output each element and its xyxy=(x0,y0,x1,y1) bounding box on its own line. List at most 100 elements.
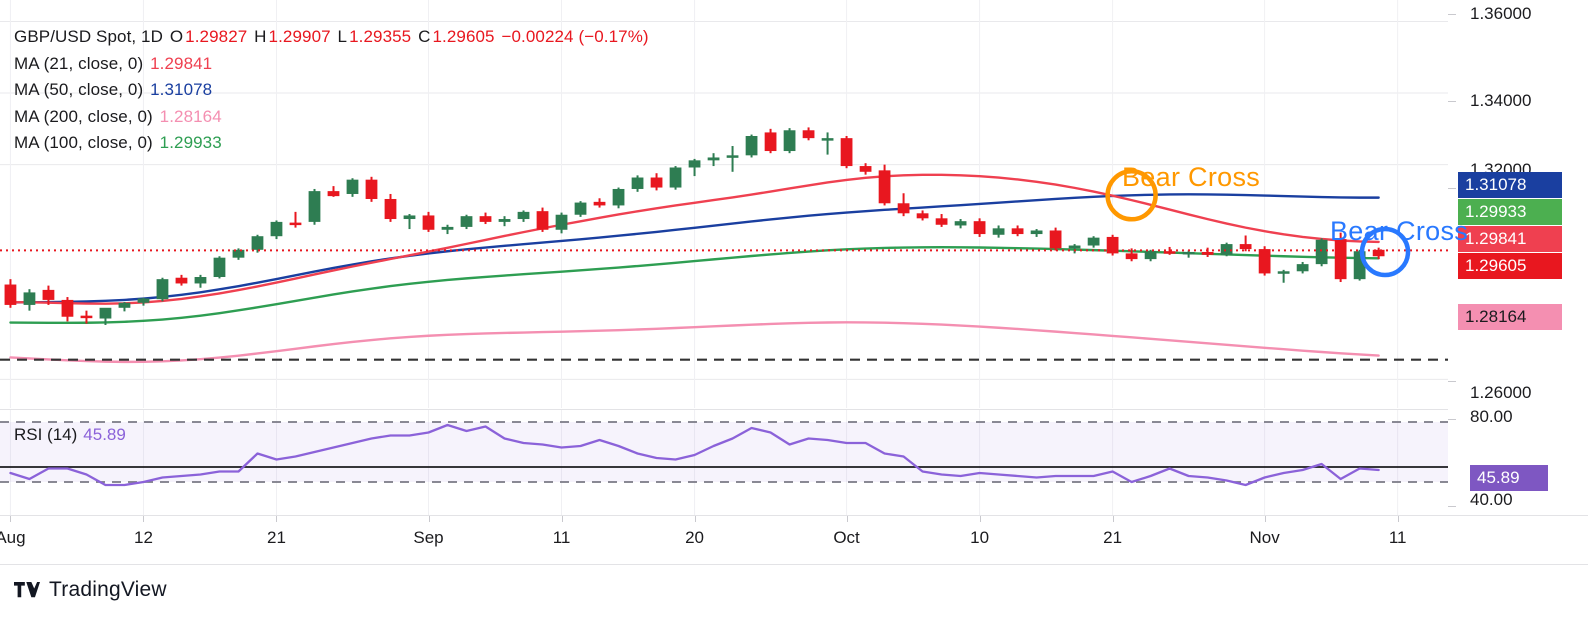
candle-body xyxy=(1220,244,1233,255)
candle-body xyxy=(1182,251,1195,255)
candle-body xyxy=(840,138,853,167)
candle-body xyxy=(859,166,872,172)
candle-body xyxy=(1163,251,1176,254)
legend-ma200-row[interactable]: MA (200, close, 0) 1.28164 xyxy=(14,104,651,131)
price-scale-axis[interactable]: 1.36000 1.34000 1.32000 1.26000 80.00 40… xyxy=(1448,0,1588,564)
ma100-price-badge[interactable]: 1.29933 xyxy=(1458,199,1562,225)
time-axis-tickmark xyxy=(1397,516,1399,522)
candle-body xyxy=(669,167,682,188)
rsi-value-badge[interactable]: 45.89 xyxy=(1470,465,1548,491)
axis-tickmark xyxy=(1448,506,1456,507)
candle-body xyxy=(403,215,416,220)
time-axis-tickmark xyxy=(694,516,696,522)
candle-body xyxy=(1087,237,1100,246)
pane-divider xyxy=(0,409,1588,410)
candle-body xyxy=(992,228,1005,235)
candle-body xyxy=(42,289,55,300)
candle-body xyxy=(916,213,929,219)
legend-ohlc-row[interactable]: GBP/USD Spot, 1D O 1.29827 H 1.29907 L 1.29… xyxy=(14,24,651,51)
tradingview-wordmark: TradingView xyxy=(49,578,167,601)
time-axis-label-sep: Sep xyxy=(413,528,444,547)
candle-body xyxy=(1068,245,1081,249)
ma-line-200 xyxy=(9,321,1380,364)
legend-ma200-label: MA (200, close, 0) xyxy=(14,106,153,126)
candle-body xyxy=(688,160,701,168)
time-axis-tickmark xyxy=(979,516,981,522)
candle-body xyxy=(4,284,17,305)
time-axis-label-21: 21 xyxy=(267,528,286,547)
legend-low-label: L xyxy=(337,27,348,46)
time-axis-tickmark xyxy=(10,516,12,522)
legend-ma100-value: 1.29933 xyxy=(159,133,222,152)
time-axis-tickmark xyxy=(1264,516,1266,522)
candle-body xyxy=(137,298,150,303)
time-axis-label-oct: Oct xyxy=(833,528,860,547)
price-chart-canvas xyxy=(0,0,1448,408)
rsi-band-fill xyxy=(0,422,1448,482)
candle-body xyxy=(346,179,359,194)
time-axis-label-21: 21 xyxy=(1103,528,1123,547)
ma200-price-badge[interactable]: 1.28164 xyxy=(1458,304,1562,330)
legend-change-value: −0.00224 (−0.17%) xyxy=(501,27,649,46)
candle-body xyxy=(1011,228,1024,235)
candle-body xyxy=(1049,230,1062,249)
candle-body xyxy=(1315,239,1328,265)
time-axis-divider xyxy=(0,515,1588,516)
legend-ma50-label: MA (50, close, 0) xyxy=(14,80,144,99)
time-axis-label-11: 11 xyxy=(552,528,571,547)
time-axis-label-11: 11 xyxy=(1388,528,1407,547)
candle-body xyxy=(251,236,264,250)
time-scale-axis[interactable]: Aug 12 21 Sep 11 20 Oct 10 21 Nov 11 xyxy=(0,516,1448,564)
rsi-tick-8000: 80.00 xyxy=(1470,407,1513,426)
bear-cross-annotation-1[interactable]: Bear Cross xyxy=(1122,162,1261,192)
rsi-indicator-pane[interactable]: RSI (14) 45.89 xyxy=(0,410,1448,515)
candle-body xyxy=(194,277,207,284)
candle-body xyxy=(308,191,321,222)
candle-body xyxy=(1353,251,1366,280)
rsi-chart-canvas xyxy=(0,410,1448,515)
candle-body xyxy=(80,315,93,319)
axis-tickmark xyxy=(1448,14,1456,15)
tradingview-brand[interactable]: TradingView xyxy=(14,578,167,602)
price-chart-pane[interactable] xyxy=(0,0,1448,408)
legend-ma100-row[interactable]: MA (100, close, 0) 1.29933 xyxy=(14,130,651,157)
candle-body xyxy=(270,221,283,237)
bear-cross-circle-2[interactable] xyxy=(1359,226,1411,278)
legend-ma50-row[interactable]: MA (50, close, 0) 1.31078 xyxy=(14,77,651,104)
ma50-price-badge[interactable]: 1.31078 xyxy=(1458,172,1562,198)
legend-high-value: 1.29907 xyxy=(268,27,331,46)
ma21-price-badge[interactable]: 1.29841 xyxy=(1458,226,1562,252)
bear-cross-annotation-2[interactable]: Bear Cross xyxy=(1330,216,1469,246)
candle-body xyxy=(783,130,796,152)
candle-body xyxy=(1125,253,1138,260)
candle-body xyxy=(1372,249,1385,257)
candle-body xyxy=(213,257,226,278)
ma-line-50 xyxy=(9,193,1380,304)
candle-body xyxy=(631,177,644,189)
legend-ma50-value: 1.31078 xyxy=(150,80,213,99)
time-axis-label-aug: Aug xyxy=(0,528,26,547)
time-axis-label-20: 20 xyxy=(685,528,704,547)
price-tick-126000: 1.26000 xyxy=(1470,383,1532,402)
last-price-badge[interactable]: 1.29605 xyxy=(1458,253,1562,279)
rsi-legend-label: RSI (14) xyxy=(14,425,78,444)
rsi-tick-4000: 40.00 xyxy=(1470,490,1513,509)
bear-cross-circle-1[interactable] xyxy=(1105,169,1158,222)
candle-body xyxy=(574,202,587,215)
axis-tickmark xyxy=(1448,188,1456,189)
legend-ma21-row[interactable]: MA (21, close, 0) 1.29841 xyxy=(14,51,651,78)
candle-body xyxy=(973,221,986,235)
legend-ma21-label: MA (21, close, 0) xyxy=(14,53,144,73)
candle-body xyxy=(118,302,131,308)
rsi-legend[interactable]: RSI (14) 45.89 xyxy=(14,425,126,445)
legend-ma21-value: 1.29841 xyxy=(150,53,213,73)
candle-body xyxy=(441,226,454,230)
time-axis-label-10: 10 xyxy=(970,528,990,547)
legend-symbol: GBP/USD Spot, 1D xyxy=(14,27,163,46)
legend-low-value: 1.29355 xyxy=(349,27,412,46)
candle-body xyxy=(1258,249,1271,274)
legend-ma100-label: MA (100, close, 0) xyxy=(14,133,153,152)
axis-tickmark xyxy=(1448,381,1456,382)
candle-body xyxy=(536,211,549,230)
